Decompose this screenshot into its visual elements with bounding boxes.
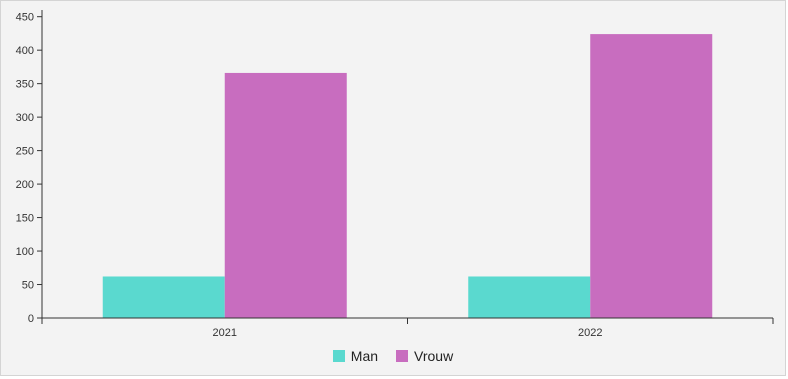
legend-label-vrouw: Vrouw [414, 348, 454, 364]
y-tick-label: 200 [16, 179, 34, 191]
y-tick-label: 100 [16, 246, 34, 258]
legend-swatch-vrouw [396, 350, 409, 362]
y-axis: 0 50 100 150 200 250 300 350 400 450 [16, 10, 43, 325]
y-tick-label: 50 [22, 280, 34, 292]
y-tick-label: 300 [16, 112, 34, 124]
bars [102, 34, 713, 319]
legend-item-vrouw[interactable]: Vrouw [396, 348, 453, 364]
y-tick-label: 350 [16, 79, 34, 91]
x-axis: 2021 2022 [41, 317, 774, 339]
y-tick-label: 400 [16, 45, 34, 57]
y-tick-label: 250 [16, 146, 34, 158]
legend: Man Vrouw [0, 346, 786, 366]
bar-man-2021 [102, 276, 225, 318]
bar-vrouw-2022 [590, 34, 713, 319]
y-tick-label: 150 [16, 213, 34, 225]
y-tick-label: 450 [16, 12, 34, 24]
x-tick-label: 2021 [213, 327, 237, 339]
legend-item-man[interactable]: Man [332, 348, 379, 364]
legend-swatch-man [332, 350, 345, 362]
y-tick-label: 0 [28, 313, 34, 325]
x-tick-label: 2022 [578, 327, 602, 339]
bar-man-2022 [468, 276, 591, 318]
legend-label-man: Man [350, 348, 379, 364]
bar-vrouw-2021 [224, 72, 347, 318]
